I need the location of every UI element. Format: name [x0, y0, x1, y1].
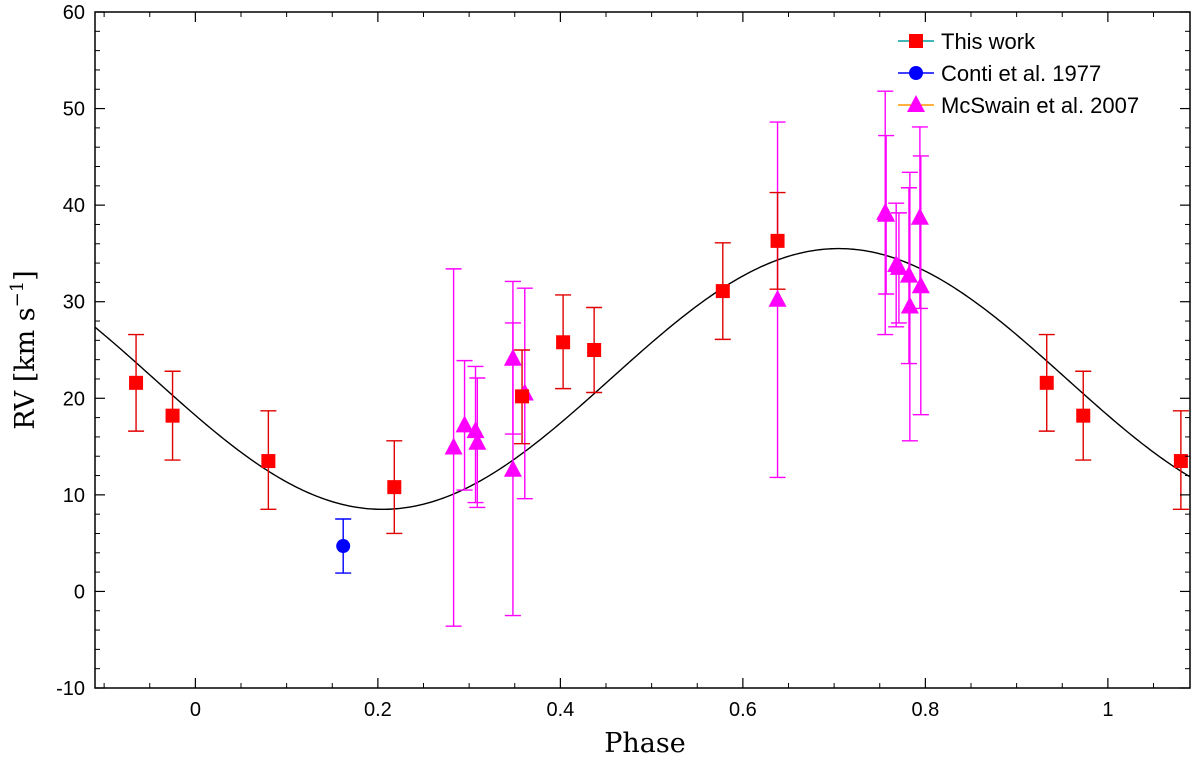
this-work-point: [556, 335, 571, 350]
x-axis-title: Phase: [604, 728, 686, 757]
legend-label-mcswain-2007: McSwain et al. 2007: [941, 93, 1139, 118]
y-tick-label: 10: [63, 485, 85, 507]
y-axis-title-superscript: −1: [7, 281, 28, 308]
y-axis-title-main: RV [km s: [10, 307, 41, 429]
this-work-point: [1039, 375, 1054, 390]
y-axis-title: RV [km s−1]: [7, 270, 41, 429]
this-work-point: [715, 284, 730, 299]
this-work-point: [770, 233, 785, 248]
mcswain-2007-point: [466, 421, 485, 439]
mcswain-2007-point: [889, 257, 908, 275]
markers-layer: [129, 202, 1188, 554]
x-tick-label: 0.4: [546, 699, 574, 721]
x-tick-label: 0: [190, 699, 201, 721]
this-work-point: [165, 408, 180, 423]
y-tick-label: 30: [63, 292, 85, 314]
mcswain-2007-point: [911, 276, 930, 294]
conti-1977-point: [336, 539, 351, 554]
this-work-point: [1173, 454, 1188, 469]
this-work-point: [515, 389, 530, 404]
y-tick-label: 20: [63, 388, 85, 410]
mcswain-2007-point: [899, 265, 918, 283]
y-tick-label: 60: [63, 2, 85, 24]
mcswain-2007-point: [444, 437, 463, 455]
mcswain-2007-point: [900, 296, 919, 314]
legend-label-conti-1977: Conti et al. 1977: [941, 61, 1101, 86]
mcswain-2007-point: [468, 432, 487, 450]
y-tick-labels: -10 0 10 20 30 40 50 60: [56, 2, 85, 700]
mcswain-2007-point: [910, 207, 929, 225]
model-curve-layer: [95, 247, 1190, 511]
y-tick-label: 0: [74, 581, 85, 603]
x-tick-label: 0.6: [729, 699, 757, 721]
mcswain-2007-point: [455, 415, 474, 433]
x-tick-label: 0.8: [911, 699, 939, 721]
x-tick-label: 0.2: [364, 699, 392, 721]
this-work-point: [387, 480, 402, 495]
x-tick-labels: 0 0.2 0.4 0.6 0.8 1: [190, 699, 1114, 721]
mcswain-2007-point: [877, 204, 896, 222]
ticks-layer: [95, 11, 1190, 689]
model-curve-line: [95, 247, 1190, 511]
legend-marker-mcswain-2007: [907, 95, 925, 112]
mcswain-2007-point: [768, 289, 787, 307]
legend-marker-conti-1977: [909, 66, 923, 80]
y-tick-label: 50: [63, 99, 85, 121]
this-work-point: [587, 343, 602, 357]
this-work-point: [129, 375, 144, 390]
legend: This work Conti et al. 1977 McSwain et al.…: [898, 29, 1139, 118]
this-work-point: [1076, 408, 1091, 423]
plot-frame: [94, 11, 1191, 689]
y-tick-label: -10: [56, 678, 85, 700]
this-work-point: [261, 454, 276, 469]
mcswain-2007-point: [503, 348, 522, 366]
mcswain-2007-point: [503, 459, 522, 477]
legend-label-this-work: This work: [941, 29, 1036, 54]
x-tick-label: 1: [1102, 699, 1113, 721]
y-axis-title-close: ]: [10, 270, 41, 281]
y-tick-label: 40: [63, 195, 85, 217]
legend-marker-this-work: [909, 34, 923, 48]
